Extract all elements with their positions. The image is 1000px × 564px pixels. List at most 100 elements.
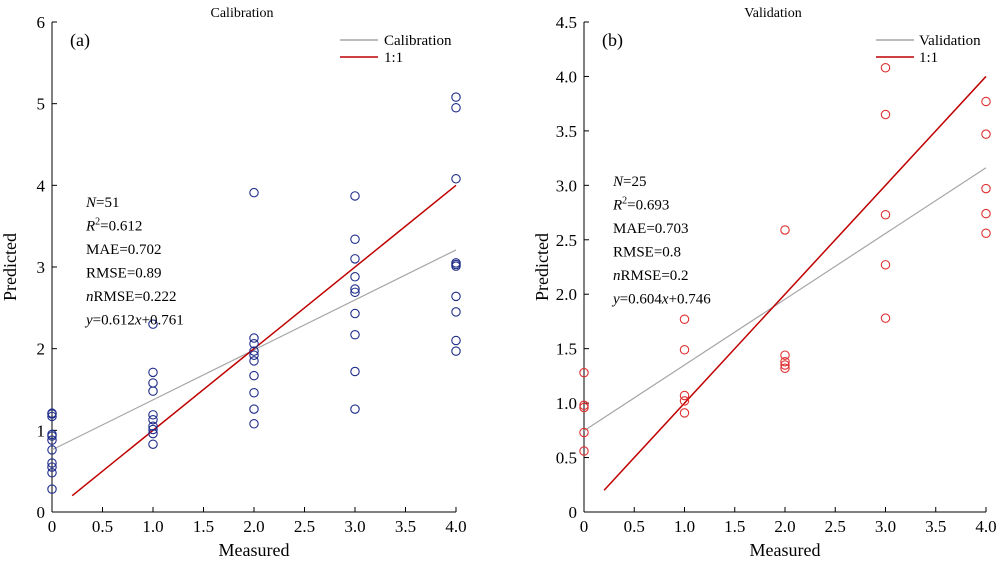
x-tick-label: 0 xyxy=(580,517,589,536)
data-point xyxy=(451,307,461,317)
data-point xyxy=(981,208,991,219)
y-tick-label: 6 xyxy=(37,13,46,32)
data-point xyxy=(47,435,57,445)
panel-tag: (a) xyxy=(70,30,90,51)
data-point xyxy=(47,408,57,418)
stat-n: N=25 xyxy=(612,174,646,190)
y-tick-label: 4.0 xyxy=(556,67,577,86)
y-axis-title: Predicted xyxy=(0,233,20,301)
data-point xyxy=(579,367,589,378)
y-tick-label: 4 xyxy=(37,176,46,195)
x-tick-label: 2.0 xyxy=(243,517,264,536)
x-tick-label: 0.5 xyxy=(92,517,113,536)
data-point xyxy=(579,400,589,411)
data-point xyxy=(148,386,158,396)
stat-nrmse: nRMSE=0.222 xyxy=(86,289,177,305)
data-point xyxy=(148,367,158,378)
y-tick-label: 2.5 xyxy=(556,231,577,250)
x-tick-label: 3.5 xyxy=(925,517,946,536)
x-tick-label: 3.0 xyxy=(344,517,365,536)
data-point xyxy=(148,424,158,435)
data-point xyxy=(579,427,589,438)
statistics-annotation: N=25 R2=0.693 MAE=0.703 RMSE=0.8 nRMSE=0.2 y=… xyxy=(611,174,711,308)
legend-label-fit: Validation xyxy=(919,33,981,49)
data-point xyxy=(350,254,360,264)
y-axis-title: Predicted xyxy=(532,233,552,301)
data-point xyxy=(47,458,57,468)
data-point xyxy=(679,396,690,406)
legend-label-one-to-one: 1:1 xyxy=(384,50,403,66)
data-point xyxy=(350,234,360,244)
y-tick-label: 2 xyxy=(37,340,46,359)
data-point xyxy=(780,360,790,370)
chart-title: Calibration xyxy=(211,6,274,21)
data-point xyxy=(679,408,690,418)
y-tick-label: 1.5 xyxy=(556,340,577,359)
x-tick-label: 0 xyxy=(48,517,57,536)
data-point xyxy=(249,370,259,381)
x-tick-label: 0.5 xyxy=(624,517,645,536)
data-point xyxy=(451,335,461,346)
data-point xyxy=(249,339,259,349)
data-point xyxy=(451,346,461,356)
stat-mae: MAE=0.703 xyxy=(613,221,689,237)
data-point xyxy=(148,428,158,439)
chart-panel-validation: 0 0.5 1.0 1.5 2.0 2.5 3.0 3.5 4.0 0 0.5 1.0 1.5 2.0 2.… xyxy=(532,6,997,560)
data-point xyxy=(579,446,589,456)
data-point xyxy=(47,411,57,422)
data-point xyxy=(981,183,991,194)
chart-title: Validation xyxy=(744,6,802,21)
x-tick-label: 1.5 xyxy=(193,517,214,536)
legend-label-fit: Calibration xyxy=(384,33,452,49)
data-point xyxy=(148,421,158,431)
panel-tag: (b) xyxy=(602,30,623,51)
x-axis-title: Measured xyxy=(750,540,821,560)
data-point xyxy=(249,187,259,198)
data-point xyxy=(47,484,57,494)
y-tick-label: 5 xyxy=(37,95,46,114)
x-tick-label: 2.5 xyxy=(294,517,315,536)
stat-rmse: RMSE=0.8 xyxy=(613,245,681,261)
y-tick-label: 3 xyxy=(37,258,46,277)
statistics-annotation: N=51 R2=0.612 MAE=0.702 RMSE=0.89 nRMSE=0.22… xyxy=(84,195,184,329)
x-tick-label: 1.5 xyxy=(724,517,745,536)
data-point xyxy=(249,333,259,343)
one-to-one-line xyxy=(71,184,457,497)
x-tick-label: 3.0 xyxy=(875,517,896,536)
y-tick-label: 0 xyxy=(37,503,46,522)
x-axis-title: Measured xyxy=(219,540,290,560)
data-point xyxy=(780,356,790,367)
data-point xyxy=(350,366,360,377)
stat-n: N=51 xyxy=(85,195,119,211)
y-tick-label: 1.0 xyxy=(556,394,577,413)
data-point xyxy=(981,129,991,139)
stat-mae: MAE=0.702 xyxy=(86,242,162,258)
data-point xyxy=(249,404,259,414)
data-point xyxy=(249,350,259,360)
x-tick-label: 2.0 xyxy=(774,517,795,536)
stat-eq: y=0.612x+0.761 xyxy=(84,313,184,329)
data-point xyxy=(880,62,891,73)
data-point xyxy=(148,439,158,449)
x-tick-label: 4.0 xyxy=(445,517,466,536)
data-point xyxy=(350,330,360,340)
data-point xyxy=(451,291,461,302)
x-tick-label: 1.0 xyxy=(674,517,695,536)
data-point xyxy=(249,346,259,356)
data-point xyxy=(451,92,461,102)
data-point xyxy=(350,284,360,294)
chart-panel-calibration: 0 0.5 1.0 1.5 2.0 2.5 3.0 3.5 4.0 0 1 2 3 4 5 6 Measured… xyxy=(0,6,467,560)
stat-r2: R2=0.693 xyxy=(612,196,669,214)
data-point xyxy=(780,225,790,235)
data-point xyxy=(148,319,158,329)
stat-r2: R2=0.612 xyxy=(85,217,142,235)
data-point xyxy=(451,174,461,184)
y-tick-label: 3.0 xyxy=(556,176,577,195)
data-point xyxy=(148,414,158,425)
data-point xyxy=(880,313,891,323)
x-tick-label: 4.0 xyxy=(975,517,996,536)
data-point xyxy=(981,96,991,107)
stat-nrmse: nRMSE=0.2 xyxy=(613,268,689,284)
y-tick-label: 2.0 xyxy=(556,285,577,304)
